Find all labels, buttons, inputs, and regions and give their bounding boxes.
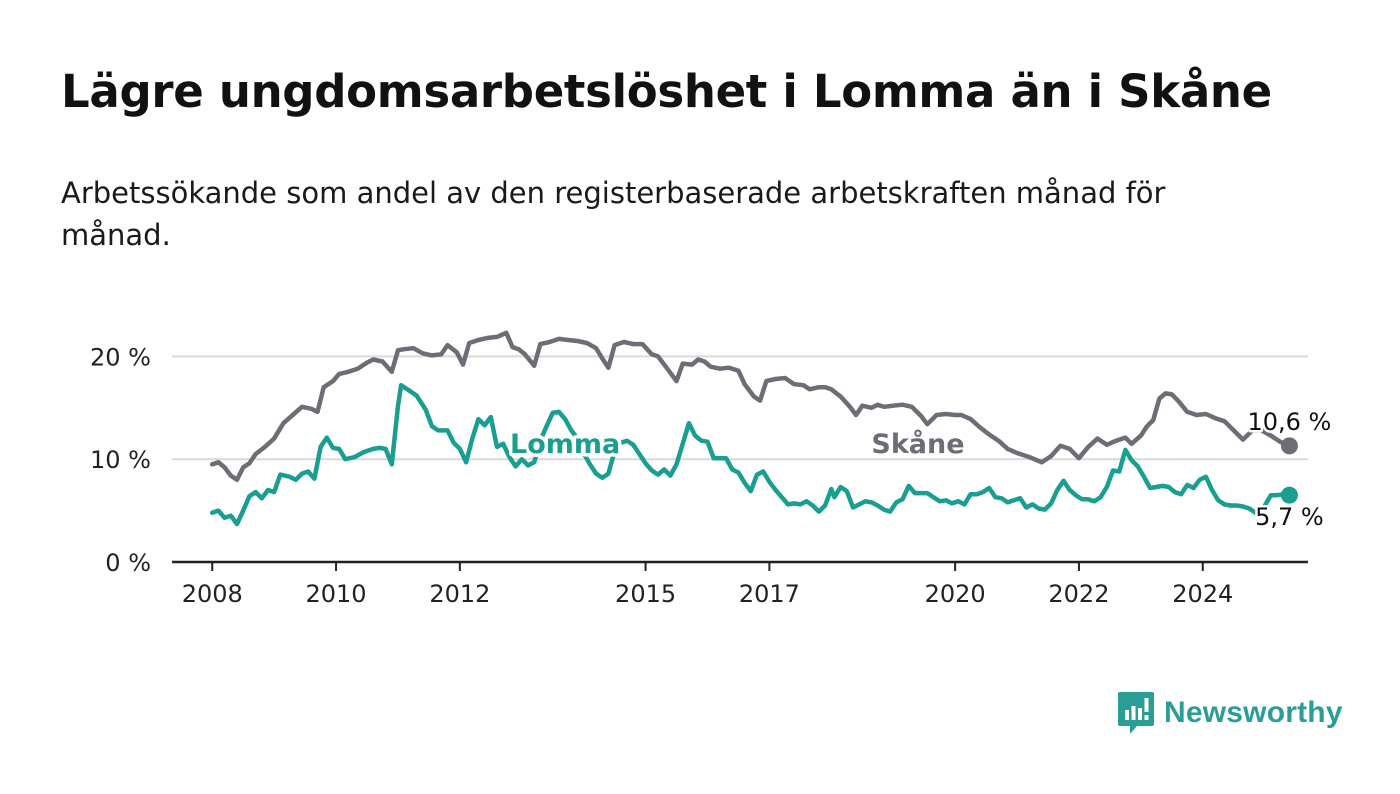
- x-tick-label: 2012: [429, 580, 490, 608]
- y-axis: 0 % 10 % 20 %: [90, 343, 151, 577]
- x-tick-label: 2024: [1172, 580, 1233, 608]
- series-end-value-skåne: 10,6 %: [1247, 408, 1331, 436]
- brand-name: Newsworthy: [1164, 696, 1343, 729]
- series-label-lomma: Lomma: [510, 429, 620, 460]
- series-layer: [209, 330, 1298, 527]
- newsworthy-logo[interactable]: Newsworthy: [1117, 690, 1343, 736]
- y-tick-label: 0 %: [105, 549, 151, 577]
- series-end-value-lomma: 5,7 %: [1255, 503, 1324, 531]
- series-end-dot-lomma: [1280, 486, 1298, 504]
- x-tick-label: 2008: [182, 580, 243, 608]
- chart-subtitle: Arbetssökande som andel av den registerb…: [61, 176, 1166, 252]
- x-tick-label: 2015: [615, 580, 676, 608]
- x-axis: 2008 2010 2012 2015 2017 2020 2022 2024: [172, 560, 1308, 608]
- series-end-dot-skåne: [1280, 437, 1298, 455]
- grid-layer: [172, 355, 1308, 461]
- series-line-skåne: [209, 330, 1292, 483]
- x-tick-label: 2020: [925, 580, 986, 608]
- series-label-skåne: Skåne: [871, 428, 964, 460]
- series-line-lomma: [209, 382, 1292, 527]
- chart-title: Lägre ungdomsarbetslöshet i Lomma än i S…: [61, 65, 1272, 118]
- x-tick-label: 2010: [306, 580, 367, 608]
- x-tick-label: 2022: [1048, 580, 1109, 608]
- y-tick-label: 20 %: [90, 343, 151, 371]
- newsworthy-logo-icon: [1118, 692, 1154, 734]
- label-layer: Skåne 10,6 % Lomma 5,7 %: [506, 405, 1333, 533]
- y-tick-label: 10 %: [90, 446, 151, 474]
- x-tick-label: 2017: [739, 580, 800, 608]
